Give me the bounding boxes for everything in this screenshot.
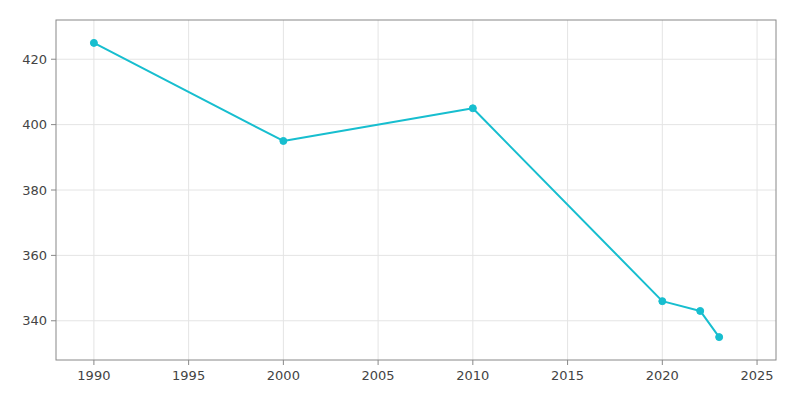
tick-x [662,360,663,365]
tick-label-x: 2025 [741,368,774,383]
tick-label-x: 1990 [77,368,110,383]
tick-x [472,360,473,365]
tick-label-y: 380 [22,183,47,198]
point [697,307,704,314]
plot-frame [56,20,776,360]
chart-container: 1990 1995 2000 2005 2010 2015 2020 2025 340 360 38… [0,0,800,400]
axes: 1990 1995 2000 2005 2010 2015 2020 2025 340 360 38… [22,20,776,383]
tick-y [51,124,56,125]
grid-line-y [56,255,776,256]
tick-label-y: 340 [22,313,47,328]
tick-x [378,360,379,365]
tick-label-x: 2015 [551,368,584,383]
tick-x [93,360,94,365]
tick-label-x: 2020 [646,368,679,383]
grid [56,20,776,360]
point [90,39,97,46]
tick-y [51,255,56,256]
tick-label-x: 2010 [456,368,489,383]
point [469,105,476,112]
chart-svg: 1990 1995 2000 2005 2010 2015 2020 2025 340 360 38… [0,0,800,400]
tick-y [51,320,56,321]
tick-label-x: 2000 [267,368,300,383]
grid-line-y [56,190,776,191]
tick-label-y: 360 [22,248,47,263]
grid-line-y [56,124,776,125]
tick-y [51,190,56,191]
tick-label-y: 420 [22,52,47,67]
tick-x [188,360,189,365]
tick-label-y: 400 [22,117,47,132]
tick-label-x: 1995 [172,368,205,383]
series [90,39,722,340]
tick-x [757,360,758,365]
grid-line-y [56,59,776,60]
tick-y [51,59,56,60]
point [280,137,287,144]
tick-x [567,360,568,365]
grid-line-y [56,320,776,321]
point [716,334,723,341]
tick-x [283,360,284,365]
plot-area [56,20,776,360]
tick-label-x: 2005 [362,368,395,383]
point [659,298,666,305]
line [94,43,719,337]
